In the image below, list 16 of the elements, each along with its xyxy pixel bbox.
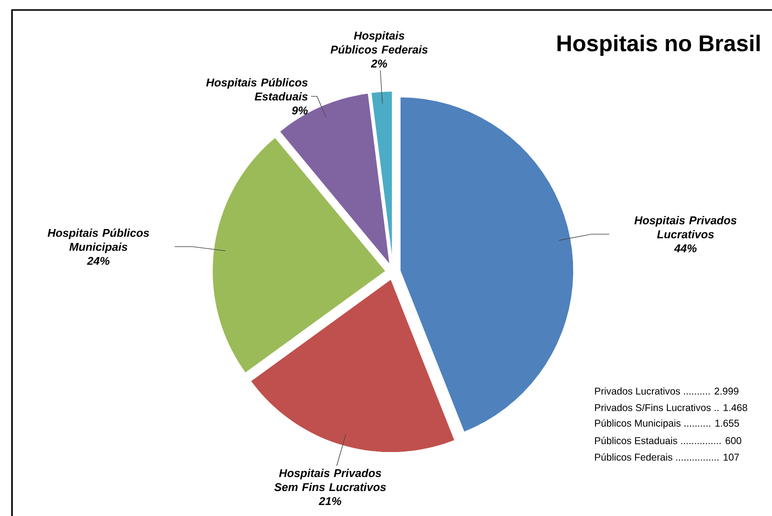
slice-label: Hospitais Públicos Federais [330,31,428,54]
data-label: 44% [674,244,697,252]
text: Públicos Federais ................ 107 [595,453,739,461]
data-label: 21% [318,497,342,506]
data-label: 9% [292,106,308,115]
text: Públicos Estaduais ............... 600 [595,436,742,444]
slice-label: Hospitais Públicos Municipais [48,228,150,254]
text: Privados S/Fins Lucrativos .. 1.468 [595,404,748,412]
slice-label: Hospitais Privados Sem Fins Lucrativos [274,468,386,492]
text: Privados Lucrativos .......... 2.999 [595,387,738,395]
chart-title: Hospitais no Brasil [558,34,760,56]
text: Públicos Municipais .......... 1.655 [595,419,739,429]
slice-label: Hospitais Públicos Estaduais [206,78,308,101]
data-label: 24% [86,256,110,265]
data-label: 2% [370,60,388,68]
slice-label: Hospitais Privados Lucrativos [634,216,737,238]
